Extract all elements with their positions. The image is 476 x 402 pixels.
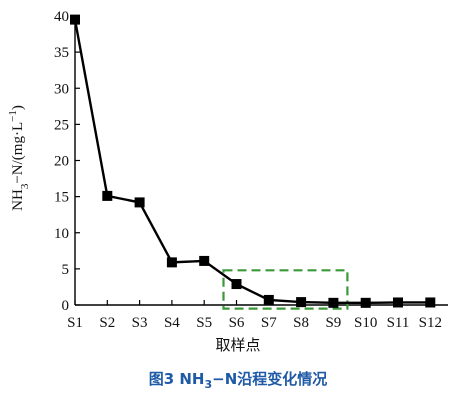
x-tick-label: S9 [325,315,341,331]
series-group [70,14,436,308]
x-ticks: S1 S2 S3 S4 S5 S6 S7 S8 S9 S10 S11 S12 [67,300,442,331]
y-tick-label: 40 [54,9,69,25]
y-tick-label: 5 [62,262,70,278]
data-point-marker [425,297,436,308]
y-tick-label: 30 [54,81,69,97]
data-point-marker [263,294,274,305]
data-point-marker [328,297,339,308]
y-tick-label: 0 [62,298,70,314]
data-point-marker [166,257,177,268]
figure-caption: 图3 NH3−N沿程变化情况 [148,370,328,391]
data-point-marker [360,297,371,308]
data-point-marker [199,255,210,266]
data-point-marker [70,14,80,25]
y-tick-label: 25 [54,117,69,133]
data-point-marker [134,197,145,208]
y-tick-label: 35 [54,45,69,61]
axes [74,16,448,306]
data-point-marker [231,279,242,290]
x-tick-label: S7 [261,315,277,331]
data-point-marker [102,190,113,201]
series-line [73,19,431,305]
x-axis-label: 取样点 [215,336,261,354]
data-point-marker [296,297,307,308]
x-tick-label: S2 [99,315,115,331]
x-tick-label: S10 [354,315,377,331]
x-tick-label: S3 [132,315,148,331]
x-tick-label: S4 [164,315,180,331]
x-tick-label: S1 [67,315,83,331]
y-tick-label: 10 [54,226,69,242]
highlight-box-group [222,269,349,310]
y-axis-label: NH3−N/(mg·L−1) [7,105,31,211]
highlight-box [222,269,349,310]
y-ticks: 0 5 10 15 20 25 30 35 40 [54,9,80,314]
data-point-marker [393,297,403,308]
x-tick-label: S11 [387,315,410,331]
x-tick-label: S6 [229,315,245,331]
x-tick-label: S8 [293,315,309,331]
y-tick-label: 15 [54,190,69,206]
y-tick-label: 20 [54,154,69,170]
x-tick-label: S12 [419,315,442,331]
x-tick-label: S5 [196,315,212,331]
